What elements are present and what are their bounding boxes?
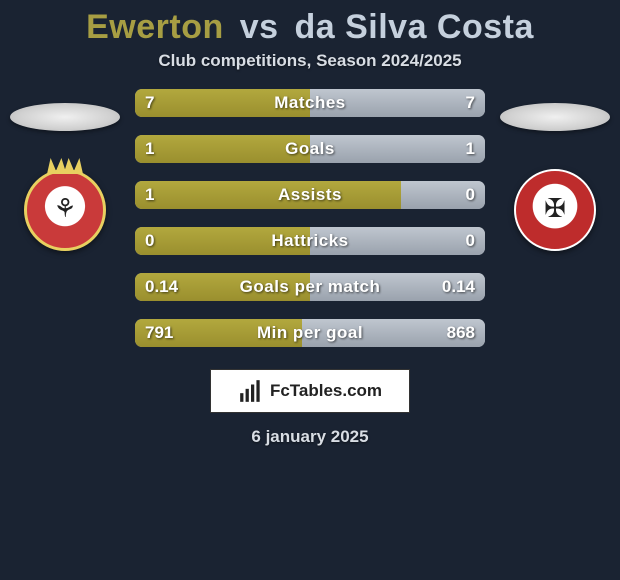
date-text: 6 january 2025 bbox=[0, 427, 620, 447]
stat-row: 791Min per goal868 bbox=[135, 319, 485, 347]
vs-text: vs bbox=[240, 8, 279, 46]
stat-value-right: 1 bbox=[466, 135, 475, 163]
subtitle: Club competitions, Season 2024/2025 bbox=[0, 51, 620, 89]
player2-name: da Silva Costa bbox=[294, 8, 533, 46]
stat-row: 7Matches7 bbox=[135, 89, 485, 117]
stats-bars: 7Matches71Goals11Assists00Hattricks00.14… bbox=[135, 89, 485, 347]
left-team-crest: ⚘ bbox=[24, 169, 106, 251]
stat-row: 1Assists0 bbox=[135, 181, 485, 209]
stat-label: Goals bbox=[135, 135, 485, 163]
right-team-crest: ✠ bbox=[514, 169, 596, 251]
comparison-title: Ewerton vs da Silva Costa bbox=[0, 0, 620, 51]
stat-label: Hattricks bbox=[135, 227, 485, 255]
content-area: ⚘ ✠ 7Matches71Goals11Assists00Hattricks0… bbox=[0, 89, 620, 347]
left-emblem-icon: ⚘ bbox=[53, 193, 76, 224]
stat-value-right: 0 bbox=[466, 181, 475, 209]
right-emblem-icon: ✠ bbox=[544, 193, 566, 224]
stat-value-right: 868 bbox=[447, 319, 475, 347]
stat-label: Assists bbox=[135, 181, 485, 209]
stat-value-right: 0.14 bbox=[442, 273, 475, 301]
stat-label: Min per goal bbox=[135, 319, 485, 347]
brand-text: FcTables.com bbox=[270, 381, 382, 401]
right-base-oval bbox=[500, 103, 610, 131]
stat-value-right: 7 bbox=[466, 89, 475, 117]
stat-row: 1Goals1 bbox=[135, 135, 485, 163]
stat-value-right: 0 bbox=[466, 227, 475, 255]
right-team-column: ✠ bbox=[490, 89, 620, 251]
stat-label: Goals per match bbox=[135, 273, 485, 301]
chart-icon bbox=[238, 378, 264, 404]
stat-row: 0.14Goals per match0.14 bbox=[135, 273, 485, 301]
stat-label: Matches bbox=[135, 89, 485, 117]
left-team-column: ⚘ bbox=[0, 89, 130, 251]
stat-row: 0Hattricks0 bbox=[135, 227, 485, 255]
left-base-oval bbox=[10, 103, 120, 131]
brand-badge: FcTables.com bbox=[210, 369, 410, 413]
player1-name: Ewerton bbox=[86, 8, 224, 46]
